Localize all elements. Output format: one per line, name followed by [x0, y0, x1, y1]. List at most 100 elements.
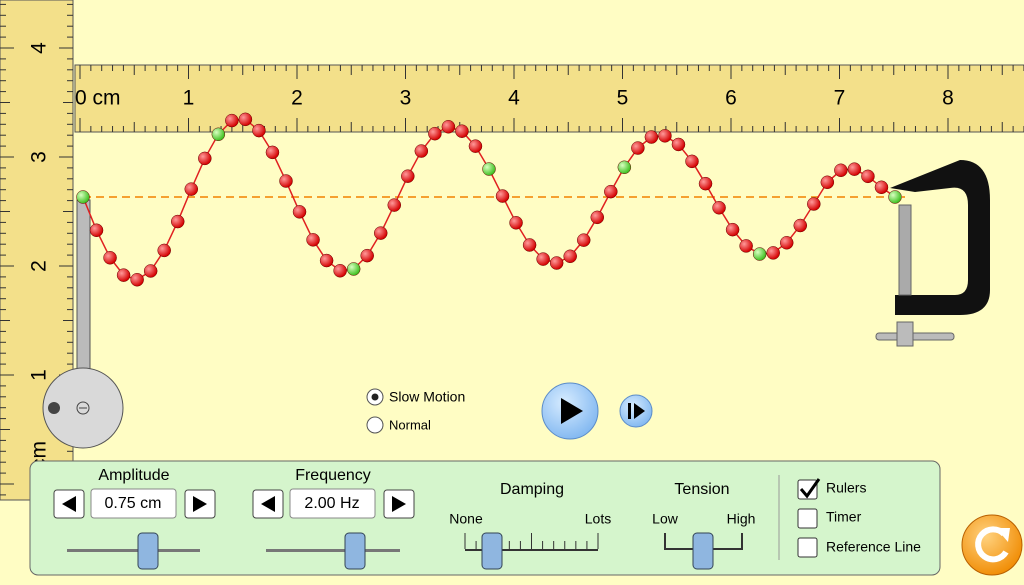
bead [238, 112, 253, 127]
bead [360, 248, 374, 263]
tension-thumb[interactable] [692, 532, 714, 570]
ruler-label: 3 [400, 87, 412, 110]
bead [536, 252, 550, 266]
bead [820, 175, 835, 190]
bead [346, 262, 361, 276]
frequency-value-box [289, 488, 376, 519]
step-icon [634, 403, 645, 419]
clamp-screw [898, 204, 912, 296]
frequency-value: 2.00 Hz [304, 495, 359, 512]
bead [198, 151, 212, 166]
ruler-label: 8 [942, 87, 954, 110]
ruler-label: 7 [834, 87, 846, 110]
bead [170, 214, 185, 229]
reference-line-checkbox[interactable] [797, 537, 818, 558]
arrow-left [62, 496, 76, 512]
ruler-body [74, 64, 1024, 133]
normal-label: Normal [389, 417, 431, 432]
bead [779, 236, 794, 250]
ruler-label: 1 [183, 87, 195, 110]
string [76, 112, 902, 287]
damping-max: Lots [585, 511, 611, 527]
bead [617, 160, 632, 175]
bead [752, 247, 767, 261]
bead [387, 198, 402, 212]
clamp-handle-hub [896, 321, 914, 347]
bead [252, 123, 266, 138]
bead [468, 139, 483, 153]
reset-icon [975, 526, 1009, 563]
ruler-label: 2 [291, 87, 303, 110]
reset-icon-arrow [996, 528, 1010, 542]
bead [116, 268, 131, 282]
bead [319, 253, 334, 268]
frequency-track [266, 549, 400, 552]
radio-normal[interactable] [366, 416, 384, 434]
wheel-axle [76, 401, 90, 415]
frequency-thumb[interactable] [344, 532, 366, 570]
bead [292, 205, 307, 219]
ruler-label: 4 [508, 87, 520, 110]
ruler-label: 5 [617, 87, 629, 110]
amplitude-value-box [90, 488, 177, 519]
track-line [465, 549, 598, 551]
ruler-label: 0 cm [75, 87, 121, 110]
damping-min: None [449, 511, 483, 527]
step-icon-bar [628, 403, 631, 419]
frequency-label: Frequency [295, 467, 371, 484]
rulers-checkbox[interactable] [797, 479, 818, 500]
bead [563, 249, 577, 264]
bead [712, 201, 726, 215]
ruler-label: 1 [28, 369, 51, 381]
bead [549, 256, 564, 270]
wheel-pin [48, 402, 60, 414]
bead [671, 137, 686, 152]
bead [807, 197, 821, 211]
bead [888, 190, 902, 204]
rulers-label: Rulers [826, 480, 866, 496]
slow-motion-label: Slow Motion [389, 389, 465, 405]
damping-thumb[interactable] [481, 532, 503, 570]
clamp-frame [890, 160, 990, 315]
amplitude-label: Amplitude [98, 467, 169, 484]
bead [157, 243, 171, 258]
horizontal-ruler[interactable]: 0 cm 1 2 3 4 5 6 7 8 [74, 64, 1024, 133]
bead [279, 174, 293, 188]
bead [861, 169, 875, 184]
bead [414, 144, 429, 158]
reset-button[interactable] [961, 514, 1023, 576]
bead [509, 216, 523, 230]
bead [739, 239, 753, 253]
bead [225, 113, 239, 128]
tension-max: High [727, 511, 756, 527]
bead [103, 251, 117, 265]
oscillator-rod [76, 199, 91, 381]
bead [834, 163, 848, 178]
damping-label: Damping [500, 481, 564, 498]
bead [685, 154, 699, 169]
bead [143, 264, 158, 278]
amplitude-thumb[interactable] [137, 532, 159, 570]
clamp [875, 160, 990, 347]
bead [89, 223, 104, 238]
bead [211, 127, 226, 142]
bead [631, 141, 645, 155]
bead [482, 162, 496, 176]
amplitude-track [67, 549, 200, 552]
bead [401, 169, 415, 183]
bead [130, 272, 144, 287]
bead [766, 246, 780, 260]
timer-checkbox[interactable] [797, 508, 818, 529]
bead [644, 130, 659, 144]
bead [265, 145, 280, 160]
ruler-label: 2 [28, 260, 51, 272]
clamp-handle [875, 332, 955, 341]
bead [333, 264, 347, 278]
radio-dot [371, 393, 379, 401]
bead [590, 210, 605, 225]
bead [847, 162, 862, 176]
arrow-left [261, 496, 275, 512]
arrow-right [193, 496, 207, 512]
